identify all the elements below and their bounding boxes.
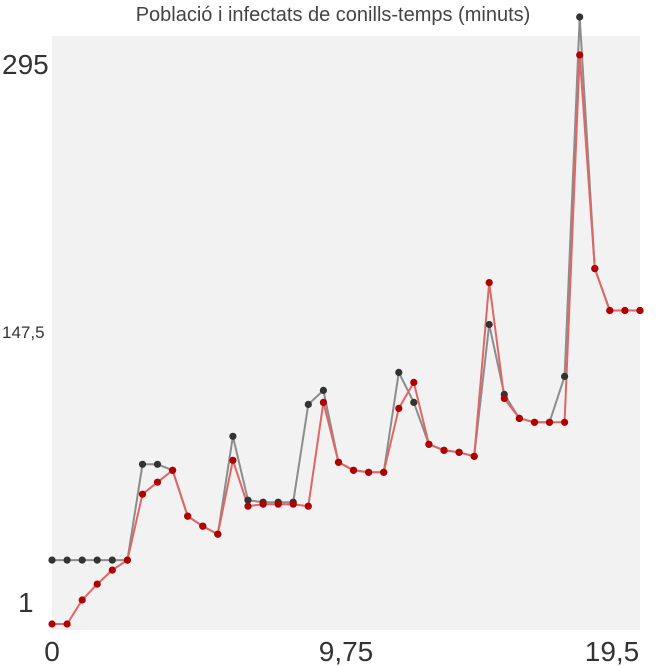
series-0-point [485,320,493,329]
series-1-point [470,452,478,460]
series-1-point [410,378,418,386]
plot-area [52,36,640,630]
series-0-point [108,556,116,564]
series-1-point [63,620,71,628]
series-1-point [621,306,629,315]
series-0-point [410,398,418,406]
series-1-point [636,306,644,315]
series-0-point [304,400,312,408]
series-0-point [395,368,403,376]
series-1-point [500,394,508,402]
series-1-point [108,566,116,574]
series-1-line [52,54,640,625]
chart-title: Població i infectats de conills-temps (m… [135,4,531,26]
series-1-point [515,414,524,422]
series-1-point [334,458,343,466]
series-0-point [229,432,237,440]
series-1-point [349,466,358,474]
series-0-point [153,460,162,468]
series-1-point [395,404,403,412]
series-0-point [63,556,71,564]
series-1-point [561,418,569,426]
series-1-point [440,446,448,454]
series-1-point [169,466,177,474]
series-1-point [380,468,388,476]
series-0-point [138,460,147,468]
series-1-point [319,398,327,406]
series-1-point [153,478,162,486]
series-1-point [530,418,539,426]
series-1-point [591,265,599,273]
series-1-point [425,440,433,448]
series-1-point [606,306,614,315]
series-1-point [365,468,373,476]
series-1-point [259,500,267,508]
series-1-point [455,448,463,456]
series-1-point [199,522,207,530]
series-1-point [93,580,101,588]
series-0-point [576,13,584,21]
series-0-point [319,386,327,394]
series-1-point [274,500,282,508]
y-tick-label: 1 [18,587,34,618]
series-0-point [93,556,101,564]
x-tick-label: 9,75 [319,636,374,666]
y-tick-label: 147,5 [2,323,45,342]
series-1-point [576,51,584,59]
series-1-point [244,502,252,510]
series-1-point [184,512,192,520]
series-1-point [78,596,86,604]
series-1-point [304,502,312,510]
series-1-point [545,418,554,426]
x-tick-label: 0 [44,636,60,666]
x-tick-label: 19,5 [585,636,640,666]
series-1-point [214,530,222,538]
series-0-point [78,556,86,564]
series-1-point [485,279,493,287]
series-0-point [48,556,56,564]
series-0-point [244,496,252,504]
series-0-point [561,372,569,380]
y-tick-label: 295 [2,49,49,80]
series-1-point [138,490,147,498]
series-1-point [123,556,131,564]
series-1-point [289,500,297,508]
series-1-point [229,456,237,464]
series-1-point [48,620,56,628]
